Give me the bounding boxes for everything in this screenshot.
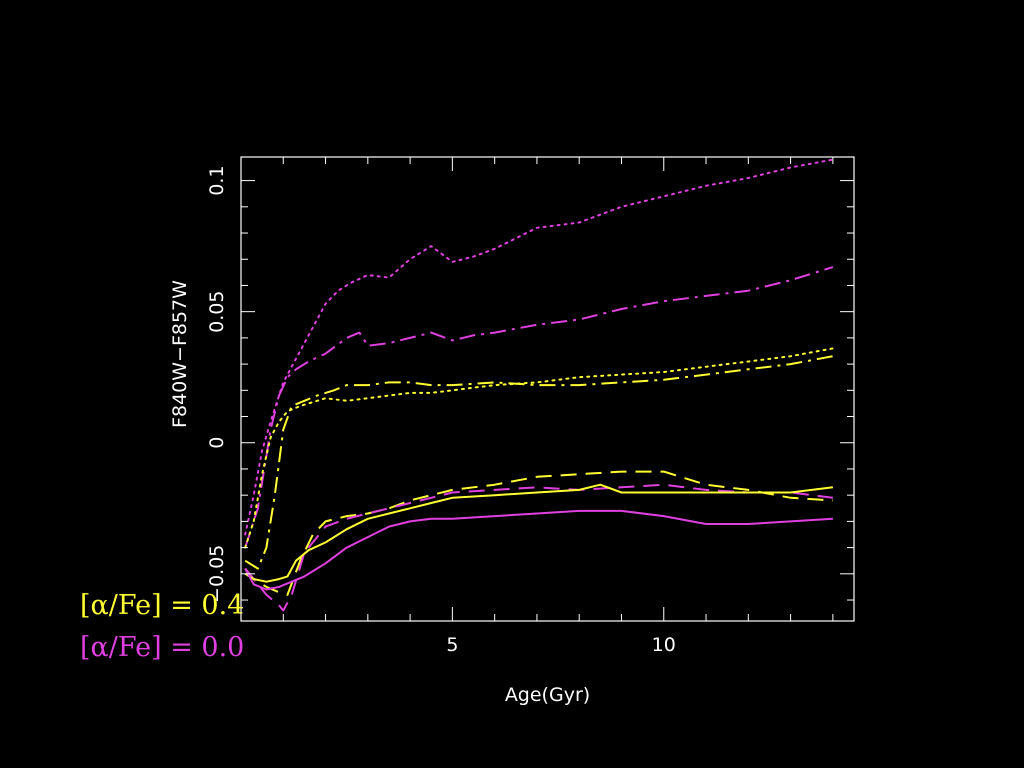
x-axis-label: Age(Gyr): [505, 684, 590, 706]
plot-area: [244, 158, 834, 612]
series-line-1: [244, 266, 834, 548]
series-line-2: [244, 347, 834, 549]
series-line-6: [244, 483, 834, 583]
y-tick-label: 0.1: [206, 165, 228, 195]
series-line-4: [244, 470, 833, 596]
legend-alpha-0-0: [α/Fe] = 0.0: [80, 632, 244, 663]
y-axis-label: F840W−F857W: [169, 280, 191, 428]
x-tick-label: 10: [652, 634, 676, 656]
series-line-5: [244, 483, 834, 612]
series-line-3: [244, 355, 834, 570]
y-tick-label: 0.05: [206, 291, 228, 333]
plot-frame: [240, 156, 855, 622]
y-tick-label: −0.05: [206, 545, 228, 603]
axis-ticks: 5 10 −0.05 0 0.05 0.1: [206, 157, 854, 656]
y-tick-label: 0: [206, 437, 228, 449]
legend-alpha-0-4: [α/Fe] = 0.4: [80, 590, 244, 621]
x-tick-label: 5: [446, 634, 458, 656]
series-line-7: [244, 509, 833, 591]
